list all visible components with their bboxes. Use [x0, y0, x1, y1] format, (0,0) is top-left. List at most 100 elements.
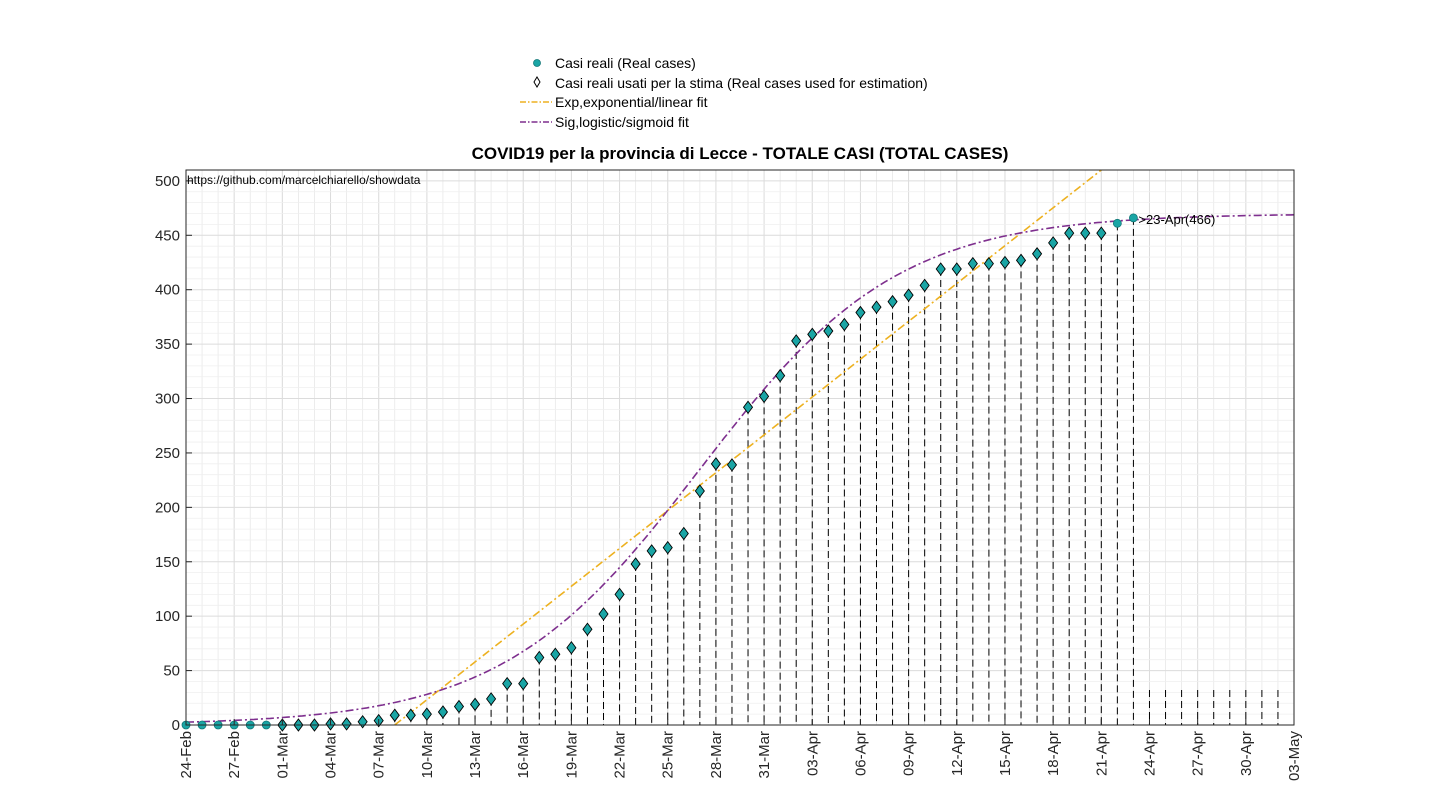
x-tick-label: 27-Apr: [1190, 731, 1207, 776]
data-point-used: [903, 288, 914, 302]
data-point-used: [887, 294, 898, 309]
legend: Casi reali (Real cases) Casi reali usati…: [520, 55, 928, 130]
data-point-used: [405, 708, 416, 722]
data-point-used: [598, 607, 609, 621]
data-point-real: [1112, 218, 1122, 228]
data-point-used: [518, 676, 529, 691]
legend-exp: Exp,exponential/linear fit: [555, 94, 708, 110]
x-tick-label: 27-Feb: [226, 731, 243, 779]
axes: [185, 169, 1295, 726]
y-tick-label: 400: [155, 282, 180, 299]
data-point-used: [951, 262, 962, 276]
data-point-used: [357, 714, 368, 729]
legend-marker-real: [533, 59, 541, 67]
x-tick-label: 31-Mar: [756, 731, 773, 779]
data-point-used: [759, 389, 770, 404]
last-value-annotation: >23-Apr(466): [1138, 212, 1215, 227]
legend-sig: Sig,logistic/sigmoid fit: [555, 114, 689, 130]
data-point-used: [694, 484, 705, 498]
data-point-used: [550, 647, 561, 662]
data-point-used: [1032, 247, 1043, 261]
x-tick-label: 07-Mar: [371, 731, 388, 779]
data-point-used: [662, 540, 673, 555]
tick-labels: 0 50 100 150 200 250 300 350 400 450 500 24-Feb 27-F…: [155, 173, 1303, 781]
data-point-used: [453, 699, 465, 714]
data-markers: [181, 213, 1138, 732]
data-point-used: [469, 697, 481, 712]
data-point-used: [1096, 226, 1107, 240]
legend-real: Casi reali (Real cases): [555, 55, 696, 71]
y-tick-label: 300: [155, 391, 180, 408]
x-tick-label: 10-Mar: [419, 731, 436, 779]
data-point-used: [807, 327, 818, 342]
x-tick-label: 22-Mar: [612, 731, 629, 779]
grid-lines: [185, 169, 1295, 726]
data-point-used: [710, 457, 721, 471]
data-point-used: [582, 622, 593, 636]
data-point-used: [823, 324, 834, 338]
data-point-used: [630, 557, 641, 571]
data-point-used: [421, 707, 432, 721]
x-tick-label: 16-Mar: [515, 731, 532, 779]
legend-marker-used: [533, 76, 541, 88]
data-point-used: [437, 705, 448, 719]
x-tick-label: 04-Mar: [323, 731, 340, 779]
y-tick-label: 100: [155, 608, 180, 625]
x-tick-label: 09-Apr: [901, 731, 918, 776]
data-point-used: [566, 640, 577, 655]
data-point-used: [742, 400, 754, 414]
y-tick-label: 50: [163, 663, 180, 680]
data-point-used: [1064, 226, 1075, 240]
x-tick-label: 15-Apr: [997, 731, 1014, 776]
data-point-used: [1048, 236, 1059, 250]
x-tick-label: 03-May: [1286, 731, 1303, 782]
data-point-used: [1015, 253, 1027, 268]
estimation-stems: [330, 217, 1295, 725]
y-tick-label: 250: [155, 445, 180, 462]
x-tick-label: 21-Apr: [1093, 731, 1110, 776]
data-point-real: [1129, 213, 1138, 223]
data-point-used: [839, 317, 850, 332]
y-tick-label: 500: [155, 173, 180, 190]
data-point-used: [614, 587, 625, 602]
data-point-used: [389, 708, 400, 722]
data-point-used: [502, 676, 513, 691]
x-tick-label: 12-Apr: [949, 731, 966, 776]
data-point-used: [999, 255, 1011, 270]
data-point-used: [726, 458, 738, 472]
x-tick-label: 28-Mar: [708, 731, 725, 779]
x-tick-label: 01-Mar: [274, 731, 291, 779]
data-point-used: [775, 368, 786, 383]
x-tick-label: 30-Apr: [1238, 731, 1255, 776]
data-point-used: [791, 334, 802, 348]
chart-title: COVID19 per la provincia di Lecce - TOTA…: [472, 144, 1009, 163]
data-point-used: [486, 692, 497, 706]
sig-fit-curve: [185, 214, 1295, 723]
data-point-used: [678, 526, 689, 541]
y-tick-label: 150: [155, 554, 180, 571]
y-tick-label: 0: [172, 717, 180, 734]
legend-used: Casi reali usati per la stima (Real case…: [555, 75, 928, 91]
data-point-used: [935, 262, 946, 276]
y-tick-label: 350: [155, 336, 180, 353]
x-tick-label: 19-Mar: [563, 731, 580, 779]
data-point-used: [341, 717, 352, 731]
data-point-used: [1080, 226, 1091, 240]
fit-curves: [185, 169, 1295, 726]
data-point-used: [983, 256, 994, 271]
plot-box: [185, 169, 1295, 726]
x-tick-label: 24-Feb: [178, 731, 195, 779]
data-point-used: [871, 300, 882, 314]
x-tick-label: 18-Apr: [1045, 731, 1062, 776]
data-point-used: [855, 305, 866, 320]
x-tick-label: 24-Apr: [1141, 731, 1158, 776]
x-tick-label: 25-Mar: [660, 731, 677, 779]
source-url: https://github.com/marcelchiarello/showd…: [187, 173, 421, 187]
y-tick-label: 200: [155, 499, 180, 516]
data-point-used: [967, 256, 978, 271]
exp-fit-line: [394, 169, 1102, 726]
data-point-used: [646, 544, 657, 558]
data-point-used: [919, 278, 930, 293]
data-point-used: [534, 650, 545, 665]
